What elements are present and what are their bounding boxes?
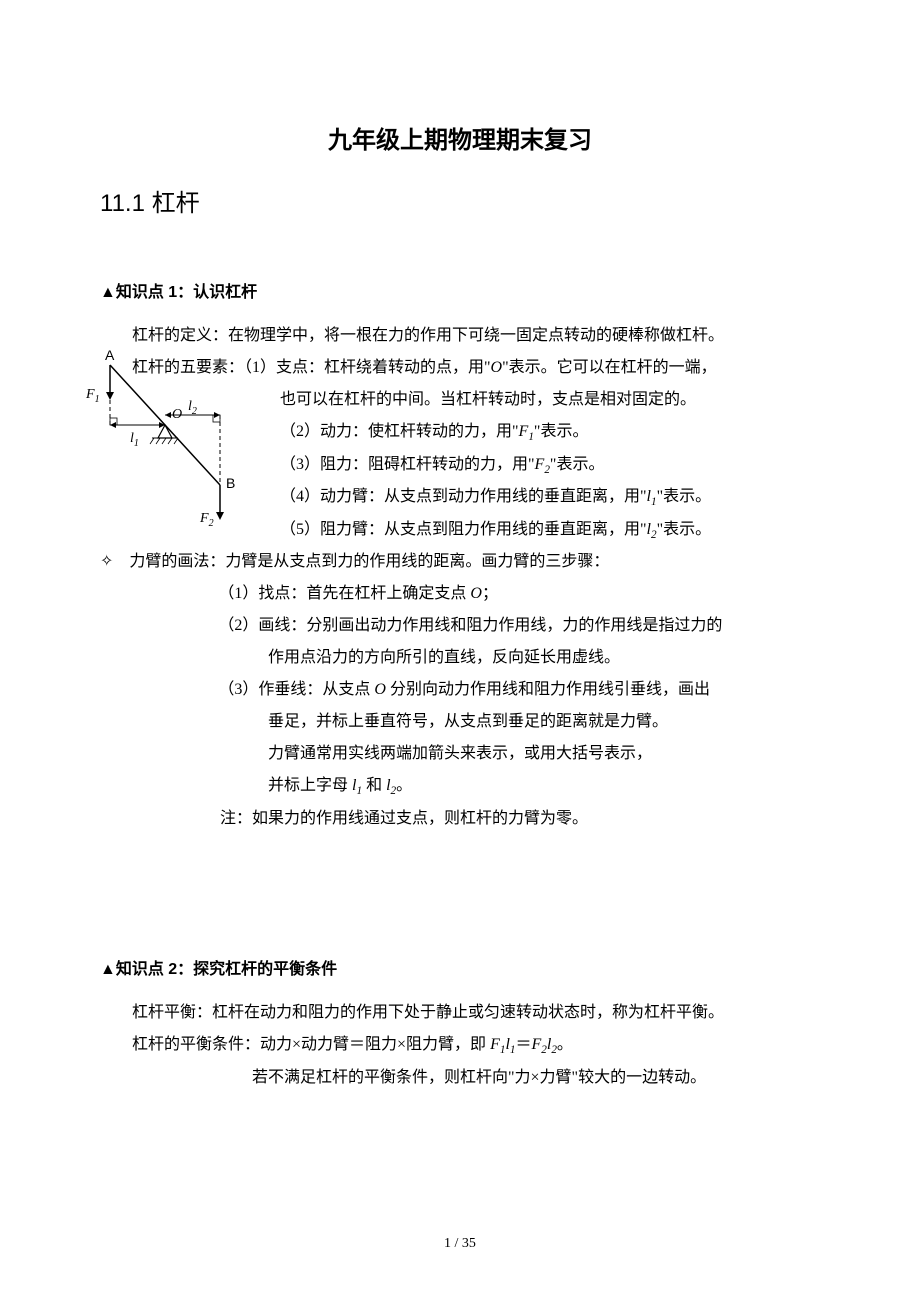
pt4: （4）动力臂：从支点到动力作用线的垂直距离，用"l1"表示。: [280, 481, 820, 514]
t: （3）阻力：阻碍杠杆转动的力，用": [280, 456, 535, 473]
label-O: O: [172, 407, 182, 422]
pt5: （5）阻力臂：从支点到阻力作用线的垂直距离，用"l2"表示。: [280, 514, 820, 547]
arm-intro: ✧ 力臂的画法：力臂是从支点到力的作用线的距离。画力臂的三步骤：: [100, 546, 820, 578]
sym-O: O: [491, 359, 503, 376]
t: ；: [482, 585, 498, 602]
label-l1: l1: [130, 431, 139, 449]
t: （5）阻力臂：从支点到阻力作用线的垂直距离，用": [280, 521, 647, 538]
label-A: A: [105, 347, 115, 363]
t: （4）动力臂：从支点到动力作用线的垂直距离，用": [280, 488, 647, 505]
bal2: 杠杆的平衡条件：动力×动力臂＝阻力×阻力臂，即 F1l1＝F2l2。: [132, 1029, 820, 1062]
sym-l2: l2: [647, 521, 657, 538]
eq-rhs: F2l2: [532, 1036, 557, 1053]
t: "表示。它可以在杠杆的一端，: [502, 359, 717, 376]
t: （2）动力：使杠杆转动的力，用": [280, 423, 519, 440]
section-heading: 11.1 杠杆: [100, 183, 820, 218]
lever-diagram: A B O F1 F2 l1 l2: [80, 340, 260, 540]
t: 杠杆的平衡条件：动力×动力臂＝阻力×阻力臂，即: [132, 1036, 490, 1053]
arm-step1: （1）找点：首先在杠杆上确定支点 O；: [218, 578, 820, 610]
bal1: 杠杆平衡：杠杆在动力和阻力的作用下处于静止或匀速转动状态时，称为杠杆平衡。: [132, 997, 820, 1029]
page-footer: 1 / 35: [0, 1236, 920, 1252]
t: "表示。: [550, 456, 605, 473]
sym-O: O: [470, 585, 482, 602]
t: "表示。: [657, 521, 712, 538]
t: 并标上字母: [268, 777, 352, 794]
label-F1: F1: [85, 387, 100, 405]
diamond-icon: ✧: [100, 546, 113, 578]
arm-step3: （3）作垂线：从支点 O 分别向动力作用线和阻力作用线引垂线，画出: [218, 674, 820, 706]
page-title: 九年级上期物理期末复习: [100, 120, 820, 155]
label-B: B: [226, 475, 235, 491]
kp1-title: ▲知识点 1：认识杠杆: [100, 278, 820, 302]
sym-O: O: [374, 681, 386, 698]
arm-step3c: 垂足，并标上垂直符号，从支点到垂足的距离就是力臂。: [268, 706, 820, 738]
t: 和: [362, 777, 386, 794]
pt3: （3）阻力：阻碍杠杆转动的力，用"F2"表示。: [280, 449, 820, 482]
bal3: 若不满足杠杆的平衡条件，则杠杆向"力×力臂"较大的一边转动。: [252, 1062, 820, 1094]
t: 。: [396, 777, 412, 794]
label-l2: l2: [188, 399, 197, 417]
pt2: （2）动力：使杠杆转动的力，用"F1"表示。: [280, 416, 820, 449]
arm-step3d: 力臂通常用实线两端加箭头来表示，或用大括号表示，: [268, 738, 820, 770]
eq-lhs: F1l1: [490, 1036, 515, 1053]
note: 注：如果力的作用线通过支点，则杠杆的力臂为零。: [220, 803, 820, 835]
five-elements-cont: 也可以在杠杆的中间。当杠杆转动时，支点是相对固定的。: [280, 384, 820, 416]
t: （1）找点：首先在杠杆上确定支点: [218, 585, 470, 602]
kp2-body: 杠杆平衡：杠杆在动力和阻力的作用下处于静止或匀速转动状态时，称为杠杆平衡。 杠杆…: [100, 997, 820, 1094]
arm-step3e: 并标上字母 l1 和 l2。: [268, 770, 820, 803]
sym-F1: F1: [519, 423, 534, 440]
spacer: [100, 835, 820, 945]
t: "表示。: [657, 488, 712, 505]
arm-step2: （2）画线：分别画出动力作用线和阻力作用线，力的作用线是指过力的: [218, 610, 820, 642]
sym-l1: l1: [647, 488, 657, 505]
t: "表示。: [534, 423, 589, 440]
kp2-title: ▲知识点 2：探究杠杆的平衡条件: [100, 955, 820, 979]
sym-l2: l2: [386, 777, 396, 794]
sym-F2: F2: [535, 456, 550, 473]
t: 。: [557, 1036, 573, 1053]
arm-step2b: 作用点沿力的方向所引的直线，反向延长用虚线。: [268, 642, 820, 674]
t: 分别向动力作用线和阻力作用线引垂线，画出: [386, 681, 710, 698]
t: 力臂的画法：力臂是从支点到力的作用线的距离。画力臂的三步骤：: [129, 553, 609, 570]
sym-l1: l1: [352, 777, 362, 794]
label-F2: F2: [199, 511, 214, 529]
t: （3）作垂线：从支点: [218, 681, 374, 698]
t: ＝: [515, 1036, 531, 1053]
